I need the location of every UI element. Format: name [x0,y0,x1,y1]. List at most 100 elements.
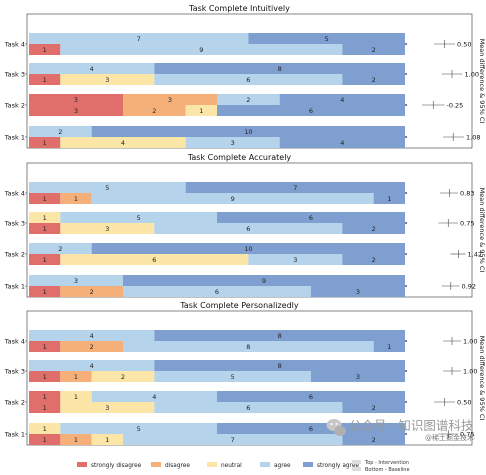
bar-segment-bottom-strongly-agree [342,434,405,445]
mean-value-label: 0.75 [460,219,474,227]
zero-marker [405,370,407,372]
bar-segment-top-strongly-agree [91,243,406,254]
bar-segment-bottom-agree [91,193,374,204]
zero-marker [405,222,407,224]
bar-count-label: 2 [58,245,62,253]
bar-segment-top-disagree [123,94,217,105]
mean-value-label: 1.00 [465,70,479,78]
bar-segment-top-agree [29,182,186,193]
bar-segment-bottom-strongly-disagree [29,434,61,445]
legend: strongly disagree disagree neutral agree str… [77,460,410,473]
bar-segment-bottom-strongly-disagree [29,193,61,204]
bar-count-label: 1 [43,46,47,54]
bar-count-label: 6 [215,288,219,296]
bar-segment-bottom-neutral [60,137,186,148]
bar-segment-top-strongly-agree [123,275,405,286]
bar-count-label: 1 [387,343,391,351]
bar-count-label: 7 [231,436,235,444]
bar-count-label: 3 [74,277,78,285]
bar-count-label: 1 [43,76,47,84]
bar-segment-top-agree [60,212,218,223]
bar-segment-bottom-agree [154,371,311,382]
bar-count-label: 2 [372,46,376,54]
bar-count-label: 1 [43,214,47,222]
bar-count-label: 1 [387,195,391,203]
bar-segment-bottom-strongly-agree [342,402,405,413]
bar-segment-top-strongly-agree [217,212,405,223]
legend-note-bottom: Bottom - Baseline [365,467,410,473]
bar-count-label: 1 [43,195,47,203]
task-tick-label: Task 2 [4,399,25,407]
task-tick-label: Task 4 [4,190,25,198]
bar-segment-bottom-strongly-disagree [29,371,61,382]
bar-count-label: 2 [58,128,62,136]
bar-segment-top-neutral [29,423,61,434]
bar-count-label: 3 [168,96,172,104]
bar-segment-top-strongly-agree [185,182,405,193]
bar-count-label: 3 [105,76,109,84]
bar-count-label: 5 [137,425,141,433]
bar-segment-bottom-agree [185,137,280,148]
bar-segment-top-strongly-agree [217,391,405,402]
watermark: 公众号 · 知识图谱科技 @稀土掘金技术社区 [326,418,475,442]
bar-segment-bottom-strongly-agree [373,193,405,204]
zero-marker [405,43,407,45]
zero-marker [405,253,407,255]
bar-segment-bottom-strongly-disagree [29,286,61,297]
mean-value-label: 0.50 [457,40,471,48]
bar-segment-bottom-strongly-agree [342,254,405,265]
legend-label: strongly disagree [91,463,142,469]
bar-count-label: 1 [43,139,47,147]
bar-segment-top-strongly-disagree [29,391,61,402]
bar-segment-bottom-neutral [91,434,123,445]
bar-count-label: 2 [372,256,376,264]
legend-label: disagree [165,463,190,469]
bar-count-label: 9 [231,195,235,203]
bar-segment-bottom-agree [123,286,311,297]
bar-count-label: 6 [246,225,250,233]
bar-count-label: 2 [90,343,94,351]
bar-count-label: 3 [356,373,360,381]
task-tick-label: Task 3 [4,220,25,228]
bar-segment-bottom-neutral [91,371,155,382]
bar-segment-bottom-strongly-disagree [29,44,61,55]
bar-segment-bottom-strongly-agree [342,74,405,85]
bar-count-label: 8 [246,343,250,351]
bar-segment-bottom-neutral [60,223,155,234]
bar-count-label: 5 [325,35,329,43]
bar-segment-bottom-strongly-disagree [29,74,61,85]
bar-segment-top-strongly-disagree [29,94,123,105]
bar-count-label: 6 [309,107,313,115]
bar-segment-bottom-strongly-agree [217,105,405,116]
task-tick-label: Task 4 [4,338,25,346]
bar-count-label: 1 [199,107,203,115]
chart-title: Task Complete Intuitively [188,4,290,13]
bar-count-label: 2 [121,373,125,381]
bar-count-label: 1 [43,436,47,444]
chart-panel-3: Task Complete Personalizedly Mean differe… [4,301,486,446]
bar-segment-bottom-disagree [60,286,123,297]
bar-count-label: 4 [340,96,344,104]
bar-segment-bottom-disagree [60,341,123,352]
bar-segment-top-strongly-agree [154,360,405,371]
legend-label: agree [274,463,291,469]
bar-segment-top-strongly-agree [248,33,405,44]
bar-count-label: 1 [74,393,78,401]
bar-count-label: 3 [356,288,360,296]
bar-count-label: 4 [340,139,344,147]
bar-count-label: 1 [43,288,47,296]
bar-segment-bottom-neutral [60,254,249,265]
legend-note-swatch [352,460,361,464]
mean-value-label: 1.42 [468,250,482,258]
bar-count-label: 4 [121,139,125,147]
bar-count-label: 6 [309,214,313,222]
bar-segment-bottom-strongly-disagree [29,254,61,265]
bar-count-label: 3 [74,107,78,115]
y-axis-label-right: Mean difference & 95% CI [478,188,486,273]
bar-count-label: 3 [74,96,78,104]
task-tick-label: Task 3 [4,368,25,376]
zero-marker [405,104,407,106]
bar-count-label: 4 [90,65,94,73]
watermark-main: 公众号 · 知识图谱科技 [349,418,474,433]
chart-panel-2: Task Complete Accurately Mean difference … [4,153,486,298]
